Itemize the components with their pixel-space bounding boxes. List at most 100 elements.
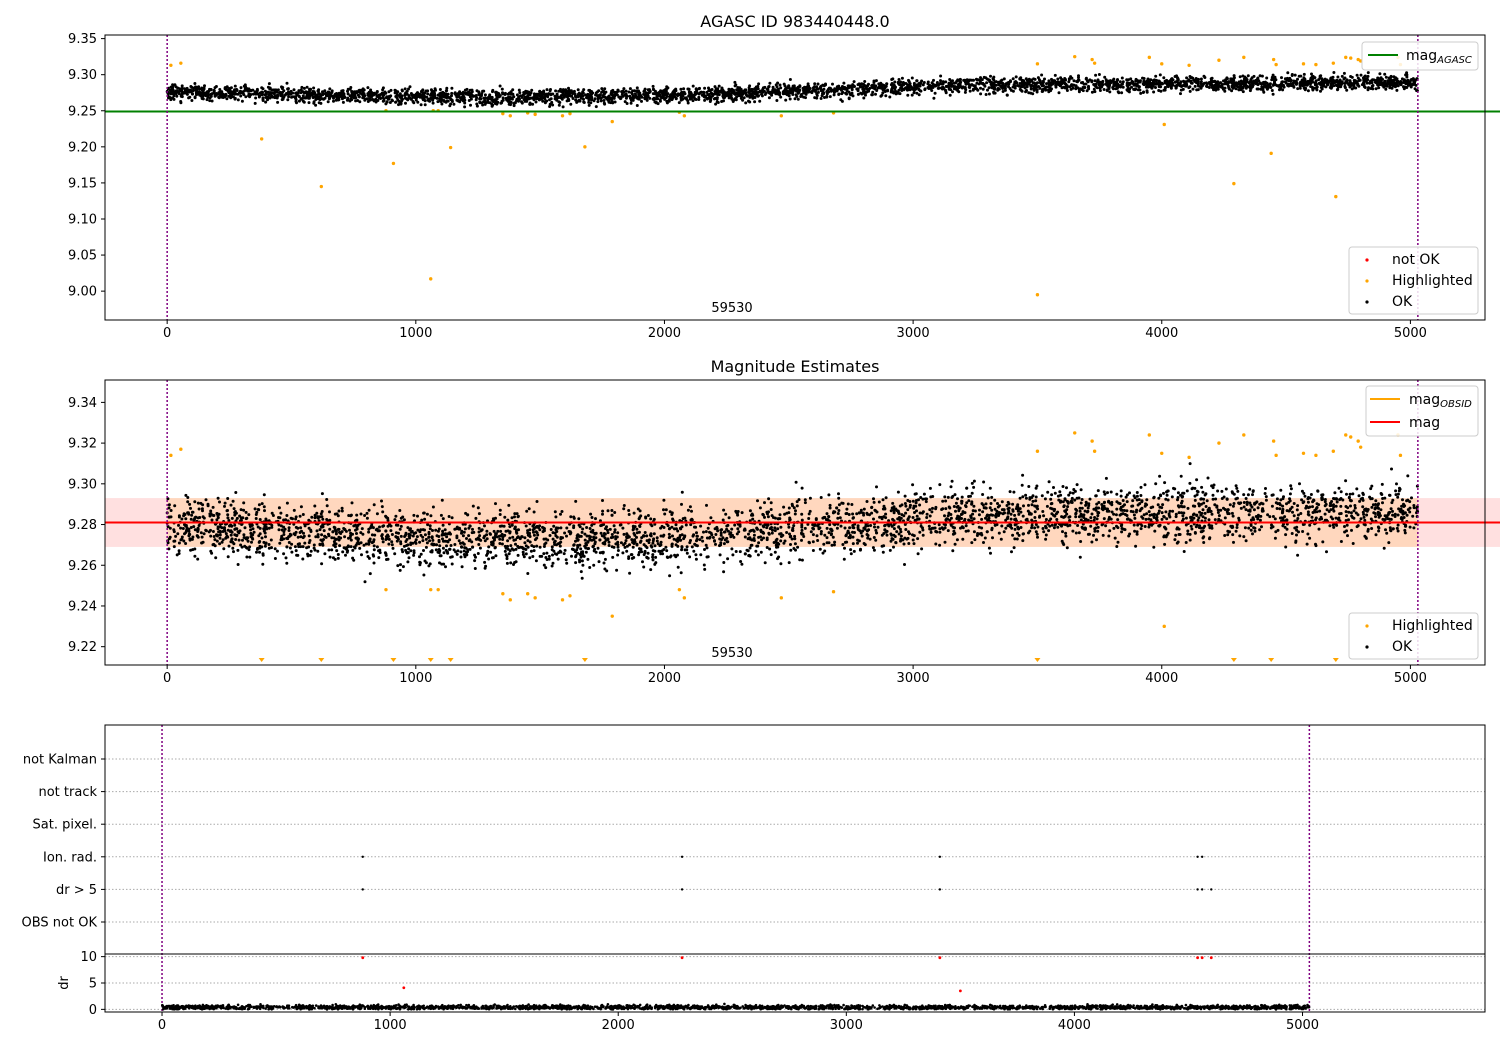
- ok-point: [270, 88, 274, 92]
- ok-point: [847, 97, 851, 101]
- ok-point: [1103, 75, 1107, 79]
- ok-point: [407, 87, 410, 91]
- ok-point: [987, 92, 991, 96]
- ok-point: [385, 100, 389, 104]
- ok-point: [808, 87, 812, 90]
- y-tick-label: 9.20: [68, 140, 97, 155]
- ok-point: [744, 101, 748, 105]
- ok-point: [810, 89, 814, 93]
- x-tick-label: 0: [163, 326, 171, 341]
- ok-point: [1005, 93, 1009, 97]
- ok-point: [557, 89, 561, 93]
- ok-point: [686, 508, 690, 512]
- ok-point: [1008, 490, 1012, 494]
- ok-point: [195, 92, 199, 96]
- ok-point: [1202, 535, 1206, 539]
- ok-point: [1356, 76, 1360, 80]
- ok-point: [1230, 81, 1234, 85]
- ok-point: [305, 85, 309, 89]
- ok-point: [322, 97, 326, 101]
- ok-point: [261, 562, 265, 566]
- ok-point: [1013, 513, 1017, 517]
- ok-point: [297, 94, 301, 98]
- ok-point: [445, 86, 449, 90]
- ok-point: [1131, 499, 1135, 503]
- ok-point: [278, 91, 282, 95]
- ok-point: [508, 101, 512, 104]
- ok-point: [582, 97, 585, 101]
- ok-point: [990, 495, 994, 499]
- ok-point: [1096, 529, 1100, 533]
- ok-point: [722, 570, 726, 574]
- ok-point: [566, 98, 570, 102]
- ok-point: [874, 79, 878, 83]
- ok-point: [1094, 494, 1098, 498]
- ok-point: [1098, 89, 1102, 92]
- ok-point: [419, 103, 423, 107]
- ok-point: [938, 483, 942, 487]
- ok-point: [1275, 507, 1279, 510]
- ok-point: [904, 528, 908, 531]
- ok-point: [863, 80, 867, 83]
- ok-point: [786, 91, 790, 95]
- ok-point: [1196, 88, 1200, 92]
- ok-point: [1332, 71, 1336, 74]
- ok-point: [1336, 75, 1340, 79]
- ok-point: [601, 499, 604, 502]
- ok-point: [1299, 74, 1303, 78]
- highlighted-point: [1269, 151, 1273, 156]
- ok-point: [660, 90, 664, 94]
- ok-point: [501, 98, 505, 102]
- ok-point: [1069, 75, 1073, 79]
- ok-point: [931, 85, 935, 89]
- ok-point: [837, 84, 841, 88]
- ok-point: [981, 87, 985, 91]
- ok-point: [429, 96, 433, 100]
- ok-point: [697, 95, 701, 99]
- ok-point: [328, 87, 332, 91]
- ok-point: [897, 78, 901, 81]
- ok-point: [637, 530, 641, 534]
- ok-point: [247, 513, 251, 517]
- ok-point: [1262, 80, 1265, 84]
- ok-point: [1185, 76, 1189, 80]
- ok-point: [1395, 482, 1398, 486]
- ok-point: [965, 501, 969, 505]
- ok-point: [588, 527, 592, 530]
- ok-point: [431, 505, 435, 509]
- ok-point: [916, 537, 920, 541]
- ok-point: [692, 549, 696, 553]
- ok-point: [781, 90, 785, 94]
- ok-point: [1056, 77, 1060, 81]
- ok-point: [508, 98, 512, 101]
- ok-point: [1239, 82, 1243, 86]
- ok-point: [707, 86, 710, 90]
- ok-point: [440, 95, 443, 99]
- ok-point: [586, 557, 590, 561]
- highlighted-point: [508, 114, 512, 118]
- ok-point: [238, 529, 242, 533]
- ok-point: [983, 84, 987, 88]
- ok-point: [1173, 80, 1177, 84]
- ok-point: [529, 549, 533, 553]
- ok-point: [218, 536, 222, 540]
- ok-point: [903, 494, 907, 498]
- ok-point: [1225, 497, 1229, 501]
- ok-point: [1152, 90, 1156, 94]
- ok-point: [1340, 74, 1344, 78]
- ok-point: [399, 534, 403, 538]
- ok-point: [1405, 75, 1409, 79]
- ok-point: [937, 83, 941, 87]
- ok-point: [453, 543, 457, 546]
- highlighted-point: [169, 63, 173, 68]
- ok-point: [991, 536, 994, 540]
- ok-point: [756, 94, 760, 98]
- ok-point: [1249, 86, 1253, 90]
- ok-point: [828, 95, 832, 99]
- ok-point: [992, 81, 996, 85]
- ok-point: [1408, 525, 1412, 529]
- ok-point: [1177, 511, 1181, 515]
- ok-point: [612, 524, 616, 528]
- ok-point: [1389, 74, 1393, 78]
- ok-point: [498, 84, 502, 88]
